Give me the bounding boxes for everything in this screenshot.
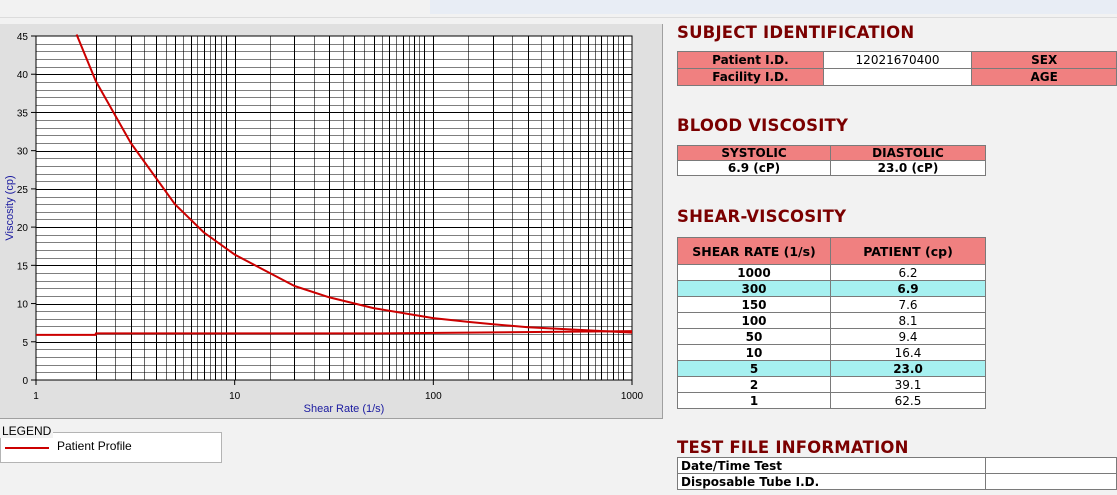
blood-viscosity-title: BLOOD VISCOSITY bbox=[677, 116, 849, 135]
y-tick-label: 30 bbox=[17, 147, 29, 158]
test-file-information-title: TEST FILE INFORMATION bbox=[677, 438, 909, 457]
title-bar-area bbox=[0, 0, 1117, 18]
shear-rate-cell: 2 bbox=[677, 376, 831, 393]
shear-rate-cell: 5 bbox=[677, 360, 831, 377]
series-line-patient-profile bbox=[75, 34, 633, 334]
datetime-test-value[interactable] bbox=[984, 457, 1117, 474]
patient-value-cell: 7.6 bbox=[830, 296, 986, 313]
patient-value-cell: 9.4 bbox=[830, 328, 986, 345]
patient-value-cell: 6.9 bbox=[830, 280, 986, 297]
patient-value-cell: 6.2 bbox=[830, 264, 986, 281]
table-row: 1000 6.2 bbox=[677, 264, 986, 281]
diastolic-label: DIASTOLIC bbox=[830, 145, 986, 161]
table-row-highlighted: 5 23.0 bbox=[677, 360, 986, 377]
y-tick-label: 40 bbox=[17, 70, 29, 81]
test-file-table: Date/Time Test Disposable Tube I.D. bbox=[677, 457, 1117, 490]
series-line-baseline bbox=[36, 330, 633, 336]
legend-title: LEGEND bbox=[0, 424, 54, 438]
patient-value-cell: 8.1 bbox=[830, 312, 986, 329]
facility-id-value[interactable] bbox=[822, 68, 973, 86]
y-tick-label: 20 bbox=[17, 223, 29, 234]
x-tick-label: 100 bbox=[425, 391, 442, 402]
title-bar-strip bbox=[430, 0, 1117, 14]
subject-table: Patient I.D. 12021670400 SEX Facility I.… bbox=[677, 51, 1117, 86]
blood-viscosity-table: SYSTOLIC DIASTOLIC 6.9 (cP) 23.0 (cP) bbox=[677, 145, 986, 176]
plot-area bbox=[35, 35, 633, 381]
table-row: 1 62.5 bbox=[677, 392, 986, 409]
shear-rate-cell: 150 bbox=[677, 296, 831, 313]
viscosity-chart-panel: 0 5 10 15 20 25 30 35 40 45 1 10 100 1000 Shear Rate (… bbox=[0, 24, 663, 419]
y-tick-label: 5 bbox=[22, 338, 28, 349]
table-row: 100 8.1 bbox=[677, 312, 986, 329]
y-tick-label: 35 bbox=[17, 108, 29, 119]
datetime-test-label: Date/Time Test bbox=[677, 457, 986, 474]
table-row: 150 7.6 bbox=[677, 296, 986, 313]
patient-id-label: Patient I.D. bbox=[677, 51, 824, 69]
patient-cp-header: PATIENT (cp) bbox=[830, 237, 986, 265]
y-tick-label: 0 bbox=[22, 376, 28, 387]
shear-rate-cell: 100 bbox=[677, 312, 831, 329]
systolic-value: 6.9 (cP) bbox=[677, 160, 831, 176]
y-axis-label: Viscosity (cp) bbox=[4, 175, 16, 240]
x-tick-label: 1000 bbox=[621, 391, 644, 402]
y-tick-label: 15 bbox=[17, 261, 29, 272]
table-row: 2 39.1 bbox=[677, 376, 986, 393]
x-tick-label: 10 bbox=[229, 391, 241, 402]
patient-value-cell: 16.4 bbox=[830, 344, 986, 361]
subject-identification-title: SUBJECT IDENTIFICATION bbox=[677, 23, 915, 42]
y-tick-label: 25 bbox=[17, 185, 29, 196]
patient-value-cell: 23.0 bbox=[830, 360, 986, 377]
systolic-label: SYSTOLIC bbox=[677, 145, 831, 161]
legend-line-swatch bbox=[5, 447, 49, 449]
sex-label: SEX bbox=[971, 51, 1117, 69]
viscosity-chart: 0 5 10 15 20 25 30 35 40 45 1 10 100 1000 Shear Rate (… bbox=[4, 32, 644, 415]
table-row-highlighted: 300 6.9 bbox=[677, 280, 986, 297]
shear-rate-header: SHEAR RATE (1/s) bbox=[677, 237, 831, 265]
patient-value-cell: 62.5 bbox=[830, 392, 986, 409]
y-tick-label: 10 bbox=[17, 300, 29, 311]
disposable-tube-id-label: Disposable Tube I.D. bbox=[677, 473, 986, 490]
patient-id-value[interactable]: 12021670400 bbox=[822, 51, 973, 69]
diastolic-value: 23.0 (cP) bbox=[830, 160, 986, 176]
table-row: 10 16.4 bbox=[677, 344, 986, 361]
x-axis-label: Shear Rate (1/s) bbox=[304, 403, 385, 415]
shear-viscosity-title: SHEAR-VISCOSITY bbox=[677, 207, 847, 226]
shear-rate-cell: 1000 bbox=[677, 264, 831, 281]
shear-rate-cell: 300 bbox=[677, 280, 831, 297]
shear-rate-cell: 10 bbox=[677, 344, 831, 361]
patient-value-cell: 39.1 bbox=[830, 376, 986, 393]
shear-viscosity-table: SHEAR RATE (1/s) PATIENT (cp) 1000 6.2 30… bbox=[677, 237, 986, 409]
y-tick-label: 45 bbox=[17, 32, 29, 43]
facility-id-label: Facility I.D. bbox=[677, 68, 824, 86]
table-row: 50 9.4 bbox=[677, 328, 986, 345]
shear-rate-cell: 50 bbox=[677, 328, 831, 345]
x-tick-label: 1 bbox=[33, 391, 39, 402]
disposable-tube-id-value[interactable] bbox=[984, 473, 1117, 490]
legend-entry-label: Patient Profile bbox=[57, 439, 132, 453]
shear-rate-cell: 1 bbox=[677, 392, 831, 409]
age-label: AGE bbox=[971, 68, 1117, 86]
